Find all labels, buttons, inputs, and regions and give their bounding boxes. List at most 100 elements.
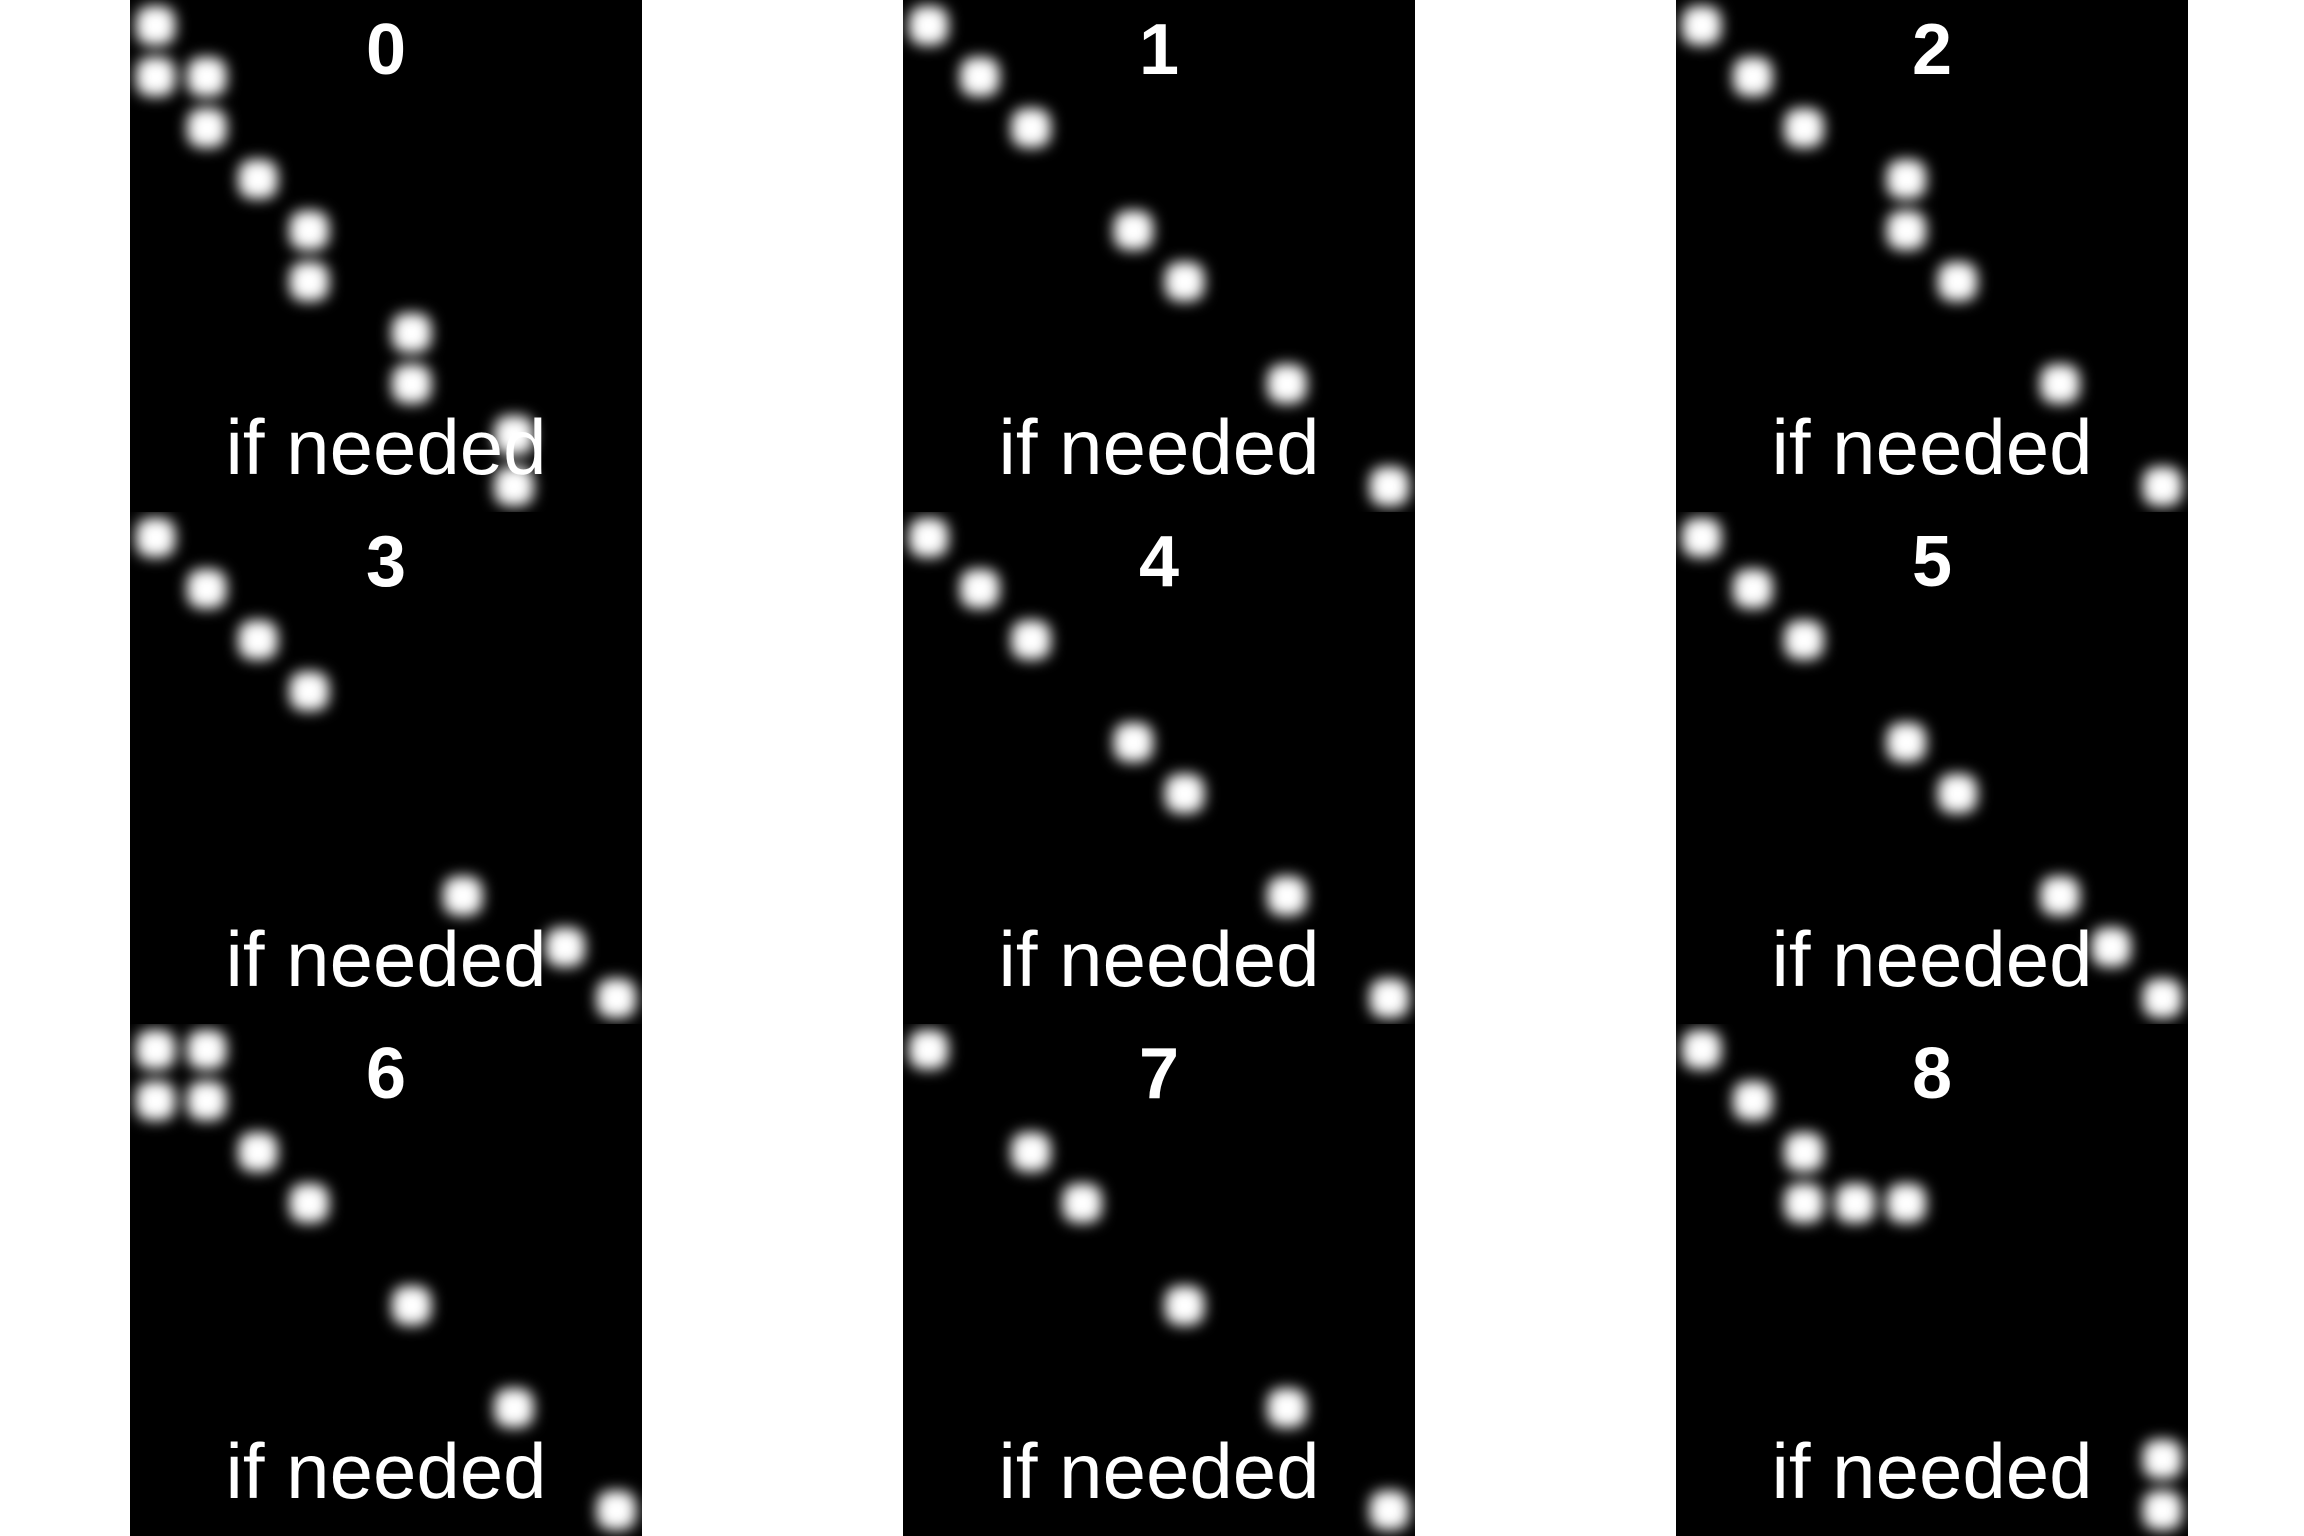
- bright-dot: [1938, 262, 1978, 302]
- bright-dot: [909, 1030, 949, 1070]
- panel-number: 8: [1911, 1034, 1953, 1114]
- dot-image: [136, 6, 534, 506]
- dot-image: [909, 6, 1409, 506]
- bright-dot: [2040, 364, 2080, 404]
- panel-number: 3: [365, 522, 407, 602]
- panel-number: 7: [1138, 1034, 1180, 1114]
- bright-dot: [289, 210, 329, 250]
- bright-dot: [1682, 6, 1722, 46]
- panel-3: 3 if needed: [130, 512, 642, 1024]
- panel-caption: if needed: [225, 403, 547, 491]
- bright-dot: [1682, 1030, 1722, 1070]
- bright-dot: [494, 1388, 534, 1428]
- panel-caption: if needed: [998, 1427, 1320, 1515]
- dot-image: [909, 518, 1409, 1018]
- bright-dot: [1835, 1183, 1875, 1223]
- bright-dot: [187, 1030, 227, 1070]
- bright-dot: [1886, 722, 1926, 762]
- bright-dot: [1682, 518, 1722, 558]
- bright-dot: [136, 6, 176, 46]
- bright-dot: [1886, 210, 1926, 250]
- dot-image: [1682, 6, 2182, 506]
- bright-dot: [392, 364, 432, 404]
- bright-dot: [1733, 569, 1773, 609]
- bright-dot: [1369, 1490, 1409, 1530]
- bright-dot: [289, 1183, 329, 1223]
- bright-dot: [1165, 774, 1205, 814]
- dot-image: [136, 1030, 636, 1530]
- panel-caption: if needed: [225, 1427, 547, 1515]
- bright-dot: [2142, 466, 2182, 506]
- panel-0: 0 if needed: [130, 0, 642, 512]
- panel-4: 4 if needed: [903, 512, 1415, 1024]
- bright-dot: [1369, 978, 1409, 1018]
- bright-dot: [596, 1490, 636, 1530]
- panel-number: 5: [1911, 522, 1953, 602]
- panel-7: 7 if needed: [903, 1024, 1415, 1536]
- bright-dot: [392, 1286, 432, 1326]
- dot-image: [1682, 1030, 2182, 1530]
- panel-5: 5 if needed: [1676, 512, 2188, 1024]
- bright-dot: [289, 262, 329, 302]
- bright-dot: [909, 6, 949, 46]
- dot-image: [909, 1030, 1409, 1530]
- bright-dot: [1165, 1286, 1205, 1326]
- bright-dot: [136, 518, 176, 558]
- bright-dot: [187, 57, 227, 97]
- bright-dot: [392, 313, 432, 353]
- bright-dot: [443, 876, 483, 916]
- bright-dot: [1886, 1183, 1926, 1223]
- bright-dot: [136, 1030, 176, 1070]
- bright-dot: [1784, 620, 1824, 660]
- bright-dot: [1011, 1132, 1051, 1172]
- panel-number: 4: [1138, 522, 1180, 602]
- bright-dot: [187, 1081, 227, 1121]
- bright-dot: [238, 1132, 278, 1172]
- bright-dot: [1165, 262, 1205, 302]
- panel-2: 2 if needed: [1676, 0, 2188, 512]
- dot-image: [1682, 518, 2182, 1018]
- bright-dot: [1062, 1183, 1102, 1223]
- bright-dot: [1011, 620, 1051, 660]
- panel-caption: if needed: [225, 915, 547, 1003]
- panel-caption: if needed: [998, 403, 1320, 491]
- bright-dot: [1011, 108, 1051, 148]
- bright-dot: [1784, 1132, 1824, 1172]
- bright-dot: [238, 159, 278, 199]
- panel-caption: if needed: [1771, 915, 2093, 1003]
- bright-dot: [187, 569, 227, 609]
- bright-dot: [494, 415, 534, 455]
- bright-dot: [960, 569, 1000, 609]
- bright-dot: [1733, 1081, 1773, 1121]
- panel-caption: if needed: [1771, 1427, 2093, 1515]
- bright-dot: [2142, 1439, 2182, 1479]
- bright-dot: [1938, 774, 1978, 814]
- bright-dot: [1369, 466, 1409, 506]
- bright-dot: [1113, 722, 1153, 762]
- bright-dot: [1113, 210, 1153, 250]
- bright-dot: [909, 518, 949, 558]
- bright-dot: [596, 978, 636, 1018]
- bright-dot: [1267, 1388, 1307, 1428]
- bright-dot: [545, 927, 585, 967]
- bright-dot: [136, 57, 176, 97]
- panel-8: 8 if needed: [1676, 1024, 2188, 1536]
- bright-dot: [136, 1081, 176, 1121]
- panel-caption: if needed: [1771, 403, 2093, 491]
- panel-1: 1 if needed: [903, 0, 1415, 512]
- panel-6: 6 if needed: [130, 1024, 642, 1536]
- bright-dot: [289, 671, 329, 711]
- bright-dot: [1886, 159, 1926, 199]
- bright-dot: [2142, 978, 2182, 1018]
- bright-dot: [187, 108, 227, 148]
- bright-dot: [1733, 57, 1773, 97]
- bright-dot: [1784, 1183, 1824, 1223]
- dot-image: [136, 518, 636, 1018]
- bright-dot: [960, 57, 1000, 97]
- panel-caption: if needed: [998, 915, 1320, 1003]
- panel-number: 0: [365, 10, 407, 90]
- panel-number: 1: [1138, 10, 1180, 90]
- bright-dot: [1267, 364, 1307, 404]
- bright-dot: [494, 466, 534, 506]
